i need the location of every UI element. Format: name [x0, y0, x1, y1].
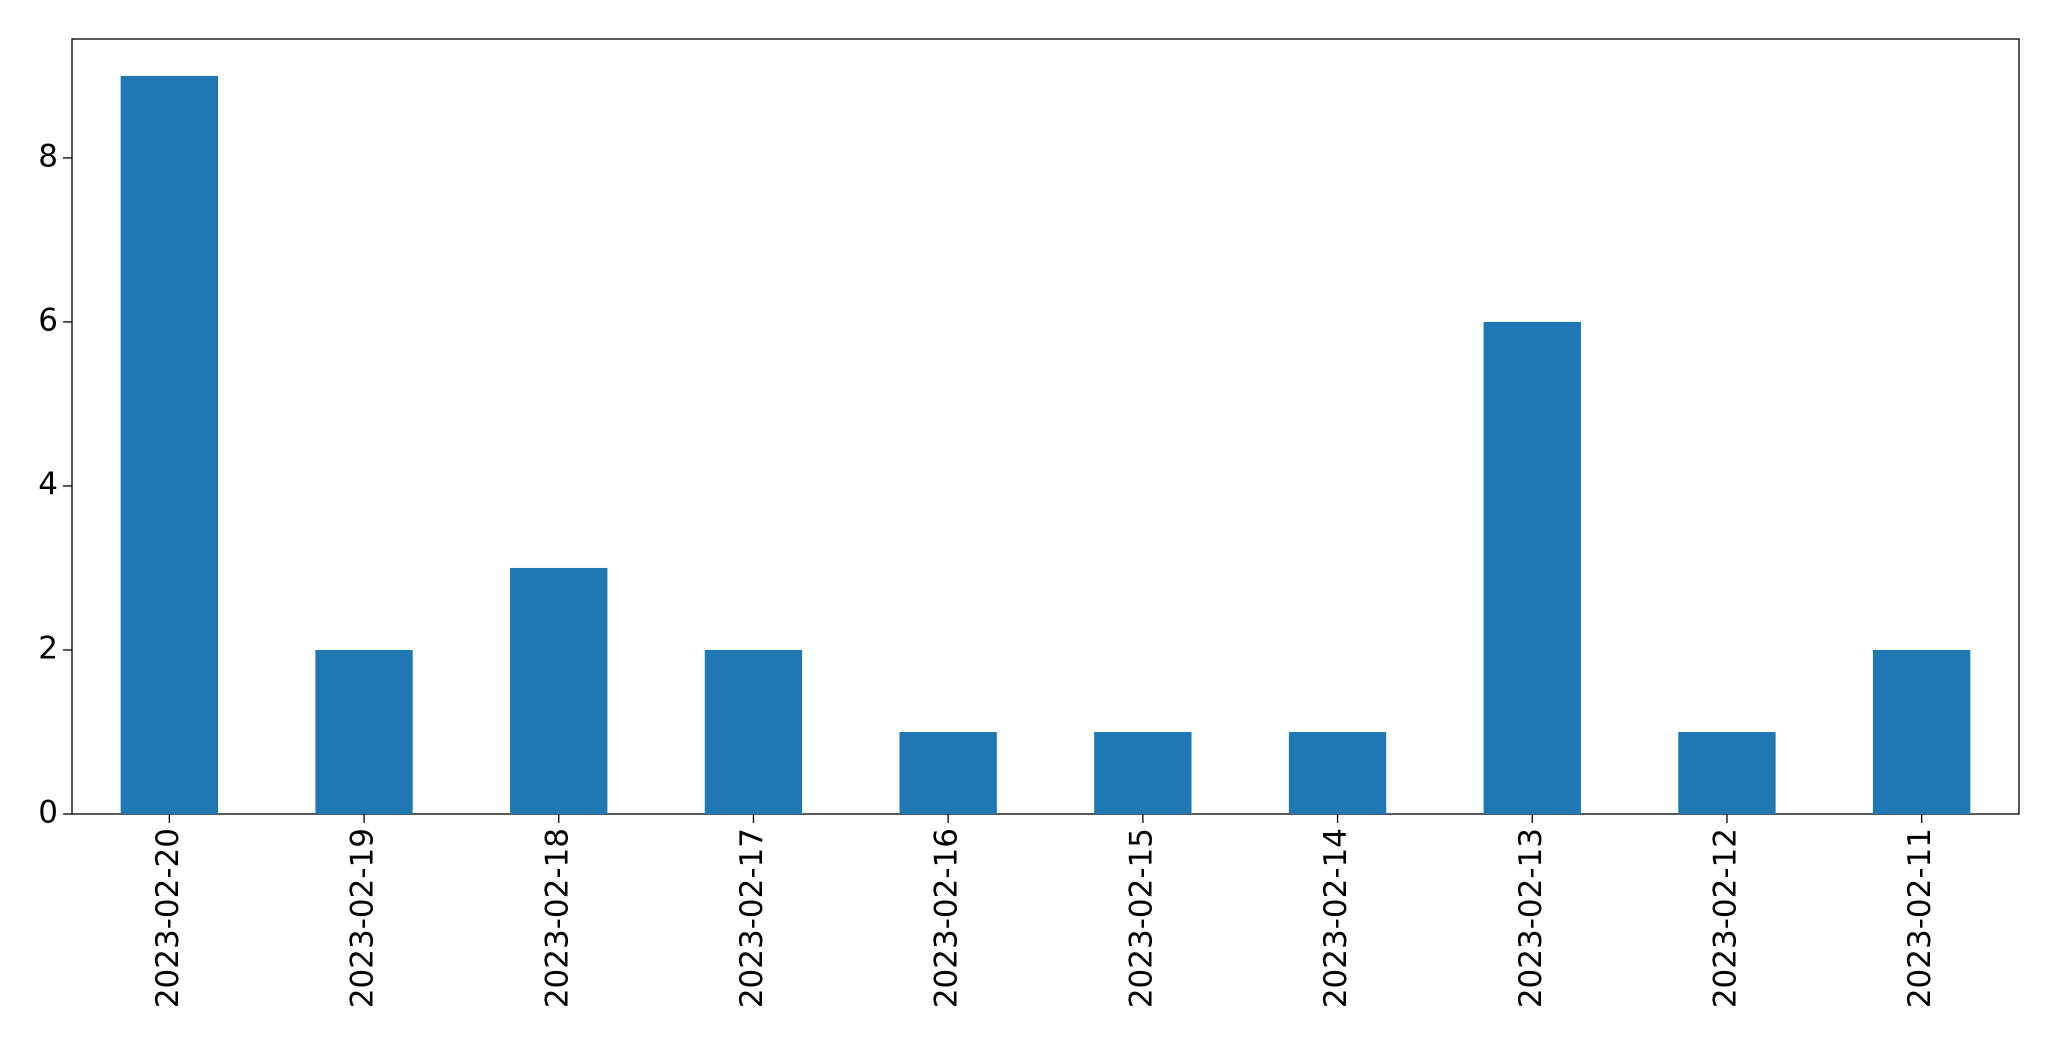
x-tick-label: 2023-02-14 [1318, 828, 1354, 1008]
bar [315, 649, 413, 814]
y-tick-label: 2 [38, 630, 58, 666]
x-tick-label: 2023-02-15 [1123, 828, 1159, 1008]
bar [1288, 731, 1387, 814]
y-tick-label: 6 [38, 302, 58, 338]
x-tick-label: 2023-02-17 [734, 828, 770, 1008]
bar [704, 649, 803, 814]
x-tick-label: 2023-02-18 [539, 828, 575, 1008]
y-tick-label: 8 [38, 138, 58, 174]
bar [1483, 321, 1581, 814]
bar [510, 567, 608, 814]
bar [120, 75, 219, 814]
axes-frame [71, 38, 2020, 815]
y-tick-label: 0 [38, 795, 58, 831]
bar [899, 731, 997, 814]
x-tick-label: 2023-02-13 [1513, 828, 1549, 1008]
y-tick-label: 4 [38, 466, 58, 502]
x-tick-label: 2023-02-16 [929, 828, 965, 1008]
x-tick-label: 2023-02-20 [150, 828, 186, 1008]
bar [1678, 731, 1776, 814]
x-tick-label: 2023-02-12 [1707, 828, 1743, 1008]
bar [1872, 649, 1971, 814]
x-tick-label: 2023-02-19 [345, 828, 381, 1008]
bar [1094, 731, 1192, 814]
x-tick-label: 2023-02-11 [1902, 828, 1938, 1008]
